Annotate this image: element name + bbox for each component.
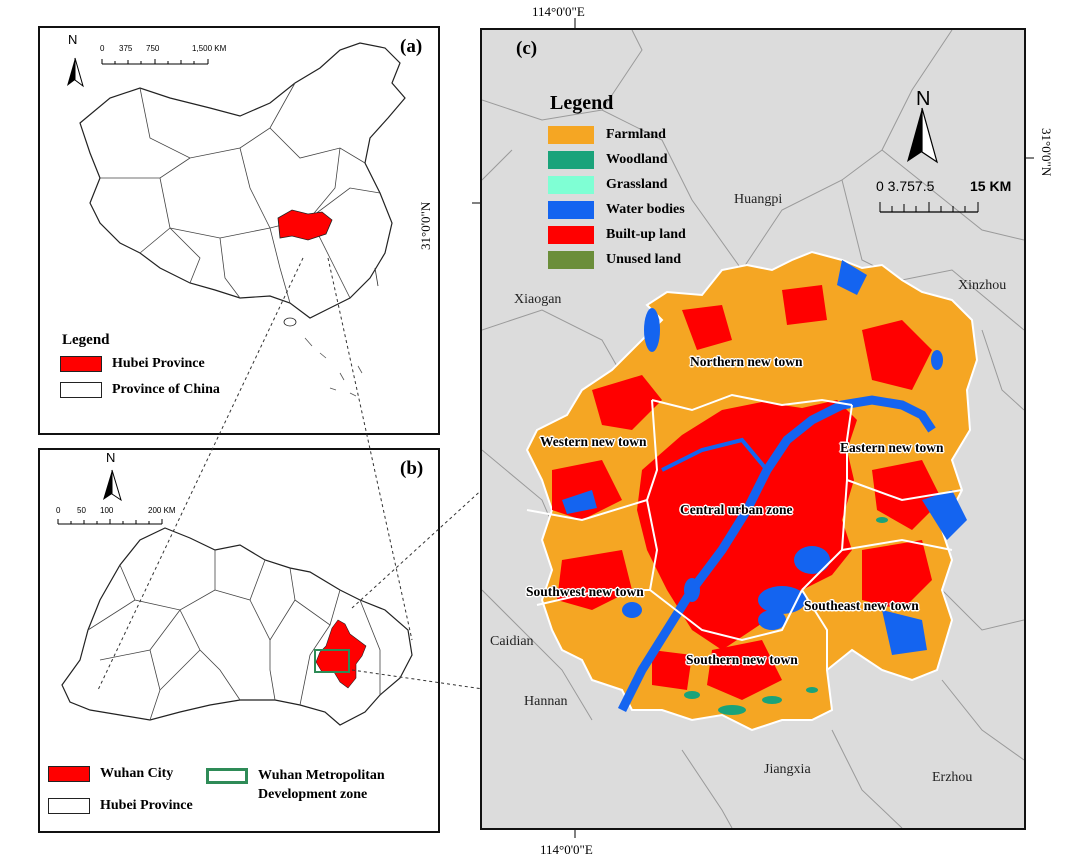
- north-arrow-icon: [907, 107, 939, 164]
- legend-c-water-label: Water bodies: [606, 201, 685, 217]
- legend-c-builtup-label: Built-up land: [606, 226, 686, 242]
- legend-b-wuhan: Wuhan City: [48, 766, 173, 782]
- metro-zone-rect: [314, 649, 350, 673]
- panel-c-wuhan-landuse: (c) N 0 3.757.5 15 KM Legend Farmland Wo…: [480, 28, 1026, 830]
- hubei-province-shape: [277, 209, 333, 241]
- zone-eastern: Eastern new town: [840, 440, 944, 455]
- legend-c-grassland-label: Grassland: [606, 176, 668, 192]
- province-swatch: [60, 382, 102, 398]
- coord-left: 31°0'0"N: [418, 201, 433, 250]
- panel-c-label: (c): [516, 38, 538, 59]
- grassland-swatch: [548, 175, 594, 194]
- woodland-swatch: [548, 150, 594, 169]
- panel-b-label: (b): [400, 458, 424, 479]
- coord-bottom: 114°0'0"E: [540, 842, 593, 857]
- legend-a-title: Legend: [62, 332, 110, 348]
- legend-c: Farmland Woodland Grassland Water bodies…: [548, 122, 686, 272]
- scale-b-3: 200 KM: [148, 506, 176, 515]
- north-label-b: N: [106, 450, 116, 465]
- hubei-swatch-b: [48, 798, 90, 814]
- zone-southern: Southern new town: [686, 652, 798, 667]
- zone-northern: Northern new town: [690, 354, 803, 369]
- scale-a-2: 750: [146, 44, 160, 53]
- farmland-swatch: [548, 125, 594, 144]
- legend-a-hubei: Hubei Province: [60, 356, 205, 372]
- scale-bar-a: [101, 59, 209, 65]
- scale-bar-c: [879, 202, 979, 213]
- place-jiangxia: Jiangxia: [764, 762, 811, 777]
- scale-a-0: 0: [100, 44, 105, 53]
- coord-right: 31°0'0"N: [1039, 128, 1054, 177]
- legend-b-metro-label: Wuhan Metropolitan Development zone: [258, 768, 385, 802]
- builtup-swatch: [548, 225, 594, 244]
- hubei-swatch: [60, 356, 102, 372]
- place-erzhou: Erzhou: [932, 770, 973, 785]
- place-xinzhou: Xinzhou: [958, 278, 1007, 293]
- legend-c-grassland: Grassland: [548, 172, 686, 197]
- scale-c-right: 15 KM: [970, 178, 1012, 194]
- legend-b-hubei-label: Hubei Province: [100, 798, 193, 813]
- panel-a-china-map: N 0 375 750 1,500 KM (a) Legend Hubei Pr…: [38, 26, 440, 435]
- zone-central: Central urban zone: [680, 502, 793, 517]
- scale-b-2: 100: [100, 506, 114, 515]
- wuhan-landuse-map: [482, 30, 1024, 828]
- yangtze-river: [617, 395, 936, 713]
- north-label-a: N: [68, 32, 78, 47]
- legend-c-water: Water bodies: [548, 197, 686, 222]
- legend-b-hubei: Hubei Province: [48, 798, 193, 814]
- metro-swatch: [206, 768, 248, 784]
- place-xiaogan: Xiaogan: [514, 292, 562, 307]
- zone-southeast: Southeast new town: [804, 598, 919, 613]
- legend-a-province: Province of China: [60, 382, 220, 398]
- coord-top: 114°0'0"E: [532, 4, 585, 19]
- china-map: [67, 42, 406, 397]
- legend-c-woodland: Woodland: [548, 147, 686, 172]
- unused-swatch: [548, 250, 594, 269]
- scale-a-3: 1,500 KM: [192, 44, 227, 53]
- legend-c-title: Legend: [550, 92, 614, 114]
- legend-a-hubei-label: Hubei Province: [112, 356, 205, 371]
- scale-c-left: 0 3.757.5: [876, 178, 935, 194]
- panel-a-label: (a): [400, 36, 423, 57]
- legend-a-province-label: Province of China: [112, 382, 220, 397]
- scale-bar-b: [57, 519, 163, 525]
- legend-c-unused-label: Unused land: [606, 251, 682, 267]
- water-swatch: [548, 200, 594, 219]
- place-huangpi: Huangpi: [734, 192, 783, 207]
- legend-c-unused: Unused land: [548, 247, 686, 272]
- zone-southwest: Southwest new town: [526, 584, 644, 599]
- legend-c-woodland-label: Woodland: [606, 151, 668, 167]
- wuhan-swatch: [48, 766, 90, 782]
- north-arrow-icon: [67, 57, 84, 88]
- legend-c-farmland: Farmland: [548, 122, 686, 147]
- scale-b-0: 0: [56, 506, 61, 515]
- legend-b-metro: Wuhan Metropolitan Development zone: [206, 766, 428, 804]
- place-hannan: Hannan: [524, 694, 568, 709]
- north-label-c: N: [916, 88, 931, 110]
- scale-b-1: 50: [77, 506, 86, 515]
- legend-b-wuhan-label: Wuhan City: [100, 766, 174, 781]
- place-caidian: Caidian: [490, 634, 534, 649]
- scale-a-1: 375: [119, 44, 133, 53]
- legend-c-farmland-label: Farmland: [606, 126, 666, 142]
- legend-c-builtup: Built-up land: [548, 222, 686, 247]
- panel-b-hubei-map: N 0 50 100 200 KM (b) Wuhan City Hubei P…: [38, 448, 440, 833]
- zone-western: Western new town: [540, 434, 647, 449]
- north-arrow-icon: [103, 469, 122, 502]
